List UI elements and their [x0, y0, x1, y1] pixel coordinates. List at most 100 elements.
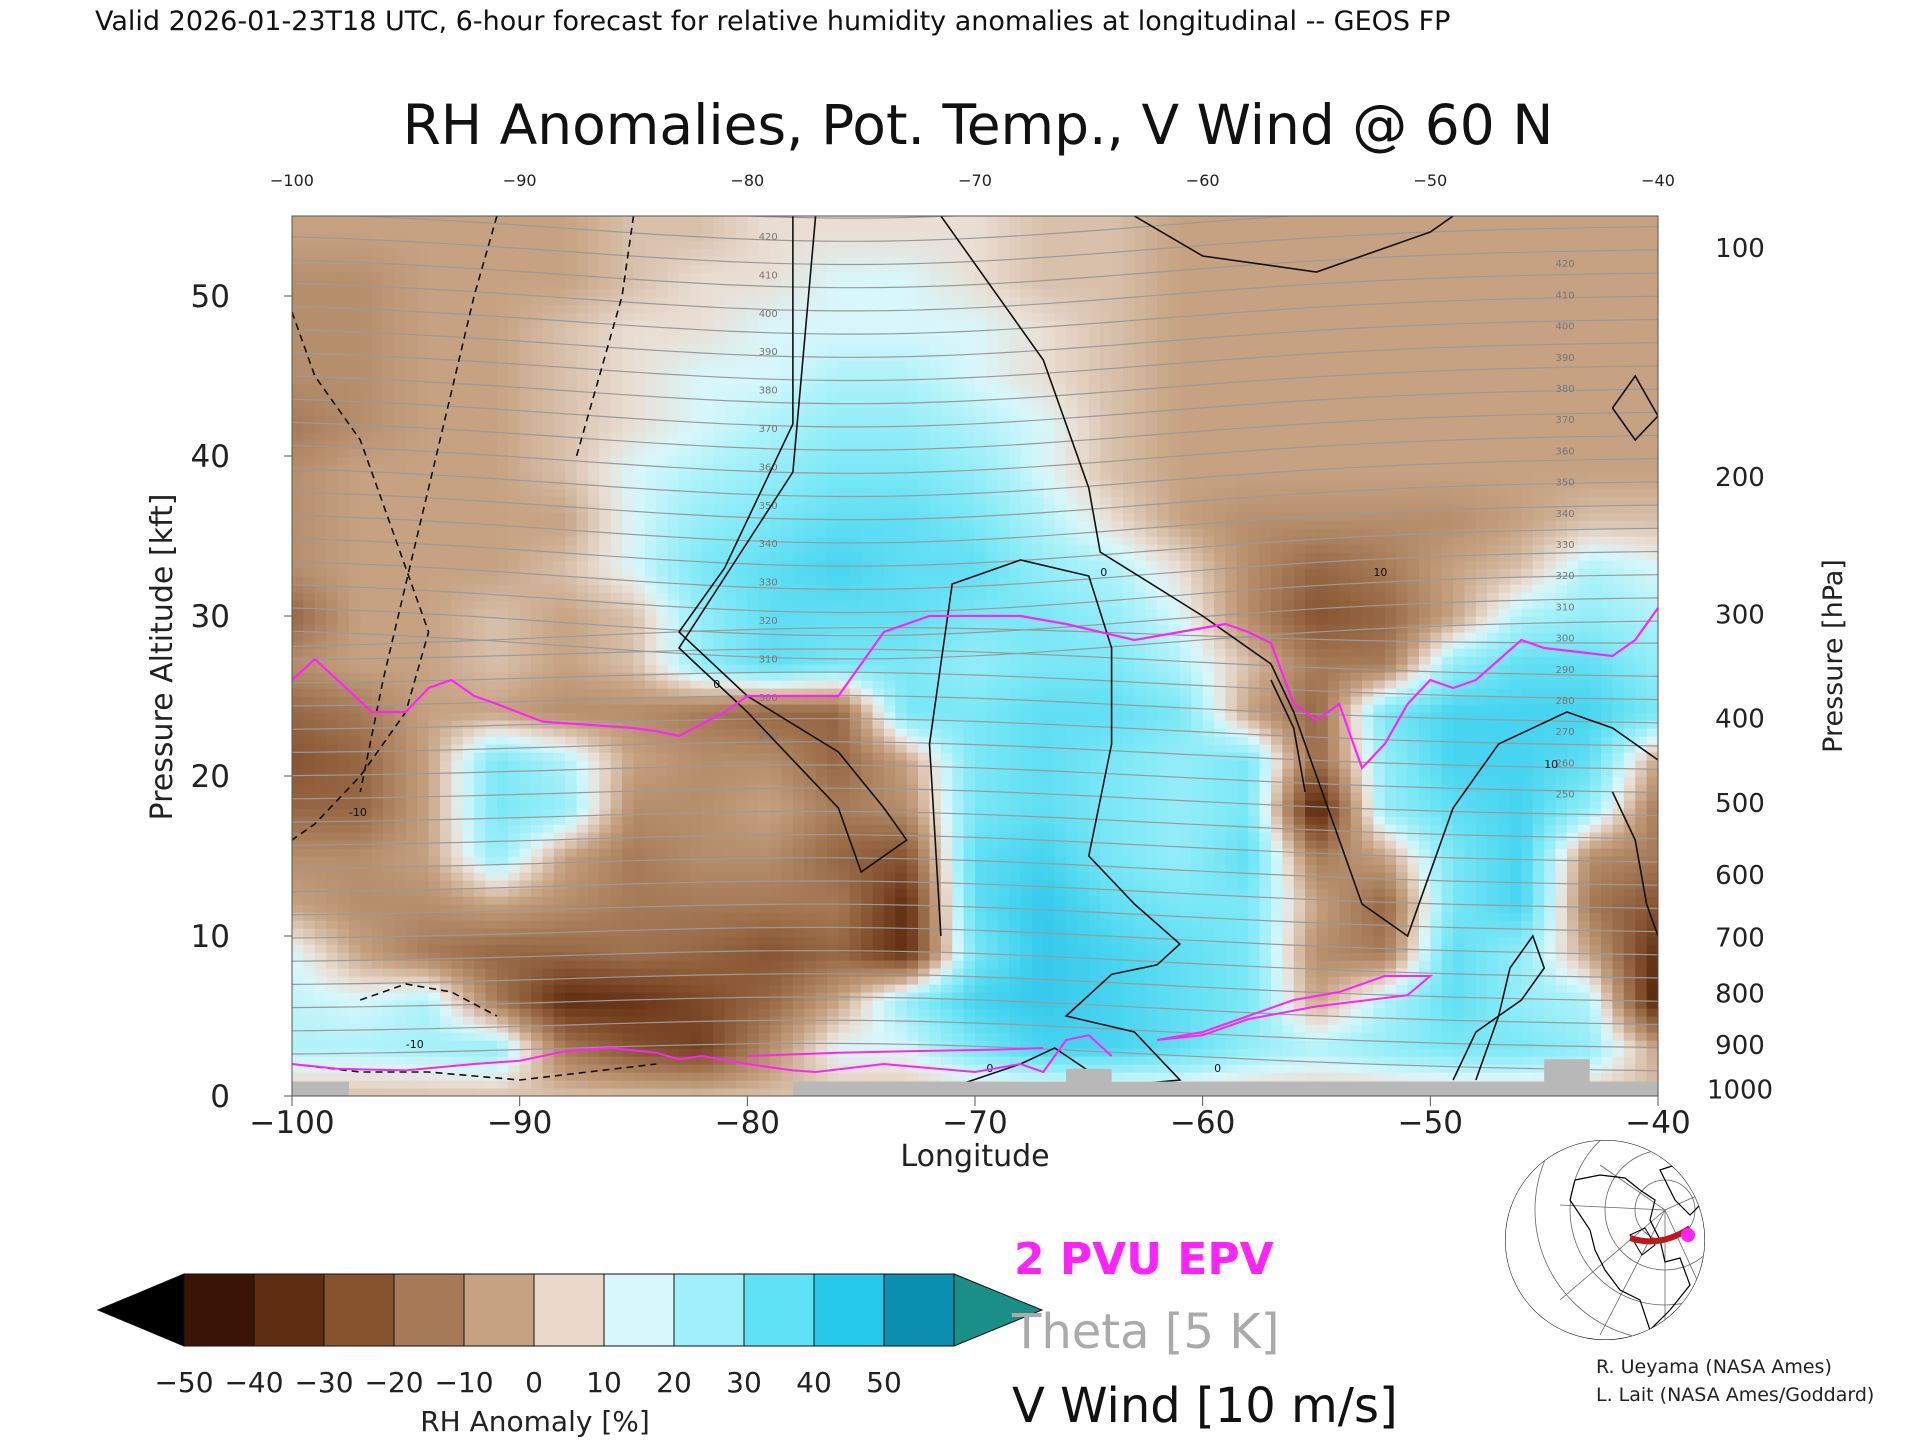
heat-cell: [724, 296, 737, 305]
heat-cell: [656, 384, 669, 393]
heat-cell: [792, 1048, 805, 1057]
heat-cell: [462, 464, 475, 473]
heat-cell: [690, 792, 703, 801]
heat-cell: [303, 584, 316, 593]
heat-cell: [724, 560, 737, 569]
heat-cell: [496, 272, 509, 281]
heat-cell: [451, 888, 464, 897]
heat-cell: [622, 976, 635, 985]
heat-cell: [519, 1032, 532, 1041]
heat-cell: [565, 768, 578, 777]
heat-cell: [565, 648, 578, 657]
heat-cell: [735, 352, 748, 361]
heat-cell: [314, 1000, 327, 1009]
heat-cell: [348, 440, 361, 449]
heat-cell: [428, 784, 441, 793]
heat-cell: [405, 992, 418, 1001]
heat-cell: [360, 992, 373, 1001]
heat-cell: [519, 472, 532, 481]
heat-cell: [701, 784, 714, 793]
heat-cell: [439, 1088, 452, 1096]
heat-cell: [394, 280, 407, 289]
heat-cell: [348, 784, 361, 793]
heat-cell: [633, 496, 646, 505]
heat-cell: [690, 856, 703, 865]
heat-cell: [747, 896, 760, 905]
heat-cell: [781, 656, 794, 665]
heat-cell: [599, 992, 612, 1001]
heat-cell: [451, 920, 464, 929]
heat-cell: [576, 992, 589, 1001]
heat-cell: [360, 816, 373, 825]
heat-cell: [519, 576, 532, 585]
heat-cell: [371, 408, 384, 417]
heat-cell: [576, 680, 589, 689]
heat-cell: [633, 744, 646, 753]
heat-cell: [690, 496, 703, 505]
heat-cell: [508, 992, 521, 1001]
heat-cell: [417, 680, 430, 689]
heat-cell: [610, 488, 623, 497]
heat-cell: [292, 808, 304, 817]
heat-cell: [758, 728, 771, 737]
heat-cell: [735, 768, 748, 777]
heat-cell: [667, 680, 680, 689]
heat-cell: [724, 992, 737, 1001]
heat-cell: [417, 960, 430, 969]
heat-cell: [439, 288, 452, 297]
heat-cell: [633, 816, 646, 825]
heat-cell: [542, 968, 555, 977]
heat-cell: [417, 744, 430, 753]
heat-cell: [292, 536, 304, 545]
heat-cell: [292, 368, 304, 377]
heat-cell: [576, 840, 589, 849]
heat-cell: [428, 736, 441, 745]
heat-cell: [781, 768, 794, 777]
heat-cell: [679, 472, 692, 481]
heat-cell: [724, 1080, 737, 1089]
heat-cell: [474, 1048, 487, 1057]
heat-cell: [633, 640, 646, 649]
heat-cell: [747, 368, 760, 377]
heat-cell: [508, 488, 521, 497]
heat-cell: [622, 808, 635, 817]
heat-cell: [417, 880, 430, 889]
heat-cell: [599, 752, 612, 761]
heat-cell: [405, 704, 418, 713]
heat-cell: [337, 600, 350, 609]
heat-cell: [553, 280, 566, 289]
heat-cell: [474, 376, 487, 385]
heat-cell: [496, 1024, 509, 1033]
heat-cell: [485, 792, 498, 801]
heat-cell: [553, 512, 566, 521]
heat-cell: [394, 320, 407, 329]
heat-cell: [587, 880, 600, 889]
heat-cell: [587, 352, 600, 361]
heat-cell: [314, 952, 327, 961]
heat-cell: [656, 440, 669, 449]
heat-cell: [656, 688, 669, 697]
heat-cell: [474, 1032, 487, 1041]
heat-cell: [644, 512, 657, 521]
heat-cell: [360, 1080, 373, 1089]
heat-cell: [747, 440, 760, 449]
heat-cell: [758, 816, 771, 825]
heat-cell: [724, 768, 737, 777]
heat-cell: [405, 904, 418, 913]
heat-cell: [496, 592, 509, 601]
heat-cell: [371, 312, 384, 321]
heat-cell: [451, 744, 464, 753]
heat-cell: [417, 768, 430, 777]
heat-cell: [758, 264, 771, 273]
heat-cell: [326, 568, 339, 577]
heat-cell: [667, 992, 680, 1001]
heat-cell: [622, 904, 635, 913]
heat-cell: [781, 456, 794, 465]
heat-cell: [485, 440, 498, 449]
heat-cell: [781, 880, 794, 889]
heat-cell: [383, 384, 396, 393]
heat-cell: [439, 728, 452, 737]
heat-cell: [758, 464, 771, 473]
heat-cell: [337, 872, 350, 881]
heat-cell: [314, 704, 327, 713]
